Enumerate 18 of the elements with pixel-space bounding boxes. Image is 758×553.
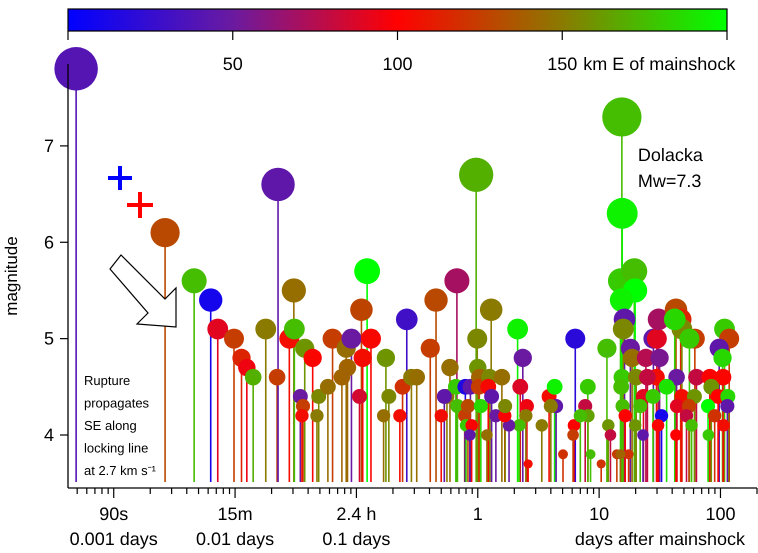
y-tick-label: 6 [44,232,54,252]
y-tick-label: 7 [44,136,54,156]
x-tick-label: 1 [472,504,483,524]
annotation: Dolacka Mw=7.3 [638,145,704,191]
x-tick-label: 10 [589,504,610,524]
x-tick-label: 100 [705,504,736,524]
x-axis-title: days after mainshock [574,529,746,549]
color-bar-title: km E of mainshock [583,54,736,74]
color-bar-label: 50 [222,54,243,74]
y-tick-label: 4 [44,425,54,445]
x-tick-label: 90s 0.001 days [70,504,158,549]
color-bar-label: 100 [382,54,413,74]
y-tick-label: 5 [44,328,54,349]
x-tick-label: 2.4 h 0.1 days [322,504,390,549]
annotation: Rupture propagates SE along locking line at 2.7 km s⁻¹ [84,373,157,478]
color-bar-label: 150 [547,54,578,74]
y-axis-title: magnitude [2,236,21,316]
x-tick-label: 15m 0.01 days [196,504,274,549]
